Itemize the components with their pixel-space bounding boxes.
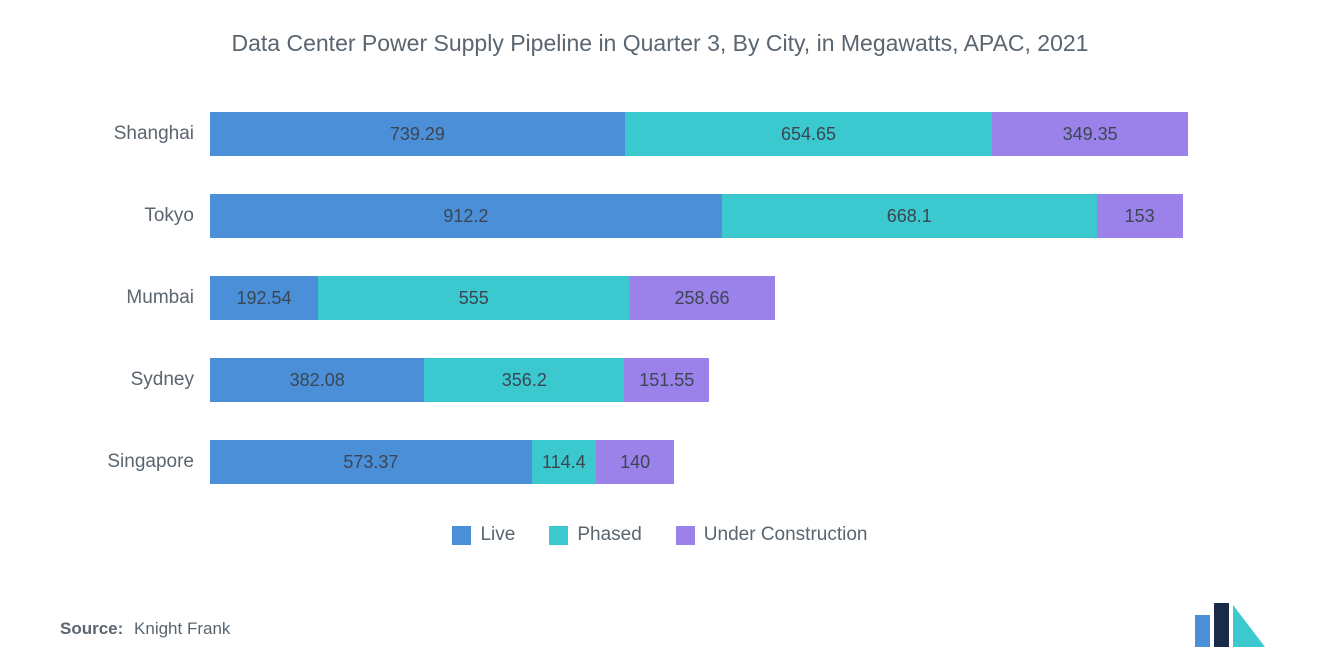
source-value: Knight Frank bbox=[134, 619, 230, 638]
bar-category-label: Tokyo bbox=[100, 205, 210, 227]
legend: Live Phased Under Construction bbox=[60, 524, 1260, 546]
bar-row: Tokyo912.2668.1153 bbox=[100, 194, 1220, 238]
legend-label: Under Construction bbox=[704, 524, 868, 546]
bar-segment-under-construction: 258.66 bbox=[629, 276, 774, 320]
bar-row: Sydney382.08356.2151.55 bbox=[100, 358, 1220, 402]
bar-track: 382.08356.2151.55 bbox=[210, 358, 1220, 402]
bar-row: Mumbai192.54555258.66 bbox=[100, 276, 1220, 320]
legend-label: Live bbox=[480, 524, 515, 546]
bar-segment-under-construction: 153 bbox=[1097, 194, 1183, 238]
legend-swatch bbox=[549, 526, 568, 545]
chart-container: Data Center Power Supply Pipeline in Qua… bbox=[0, 0, 1320, 665]
bar-category-label: Mumbai bbox=[100, 287, 210, 309]
bar-category-label: Singapore bbox=[100, 451, 210, 473]
bar-track: 739.29654.65349.35 bbox=[210, 112, 1220, 156]
legend-swatch bbox=[452, 526, 471, 545]
bar-segment-phased: 654.65 bbox=[625, 112, 992, 156]
bar-segment-live: 573.37 bbox=[210, 440, 532, 484]
bar-segment-live: 739.29 bbox=[210, 112, 625, 156]
bar-segment-live: 192.54 bbox=[210, 276, 318, 320]
bar-category-label: Shanghai bbox=[100, 123, 210, 145]
bar-segment-under-construction: 349.35 bbox=[992, 112, 1188, 156]
legend-item-live: Live bbox=[452, 524, 515, 546]
legend-item-under-construction: Under Construction bbox=[676, 524, 868, 546]
chart-body: Shanghai739.29654.65349.35 Tokyo912.2668.… bbox=[60, 112, 1260, 484]
bar-segment-live: 382.08 bbox=[210, 358, 424, 402]
brand-logo bbox=[1195, 603, 1265, 647]
bar-segment-live: 912.2 bbox=[210, 194, 722, 238]
bar-segment-under-construction: 140 bbox=[596, 440, 675, 484]
bar-segment-phased: 114.4 bbox=[532, 440, 596, 484]
bar-row: Singapore573.37114.4140 bbox=[100, 440, 1220, 484]
chart-title: Data Center Power Supply Pipeline in Qua… bbox=[60, 30, 1260, 57]
legend-item-phased: Phased bbox=[549, 524, 641, 546]
bar-track: 912.2668.1153 bbox=[210, 194, 1220, 238]
bar-segment-phased: 668.1 bbox=[722, 194, 1097, 238]
bar-row: Shanghai739.29654.65349.35 bbox=[100, 112, 1220, 156]
legend-swatch bbox=[676, 526, 695, 545]
bar-segment-phased: 356.2 bbox=[424, 358, 624, 402]
bar-segment-phased: 555 bbox=[318, 276, 629, 320]
legend-label: Phased bbox=[577, 524, 641, 546]
bar-track: 573.37114.4140 bbox=[210, 440, 1220, 484]
bar-track: 192.54555258.66 bbox=[210, 276, 1220, 320]
source-label: Source: bbox=[60, 619, 123, 638]
bar-segment-under-construction: 151.55 bbox=[624, 358, 709, 402]
source-attribution: Source: Knight Frank bbox=[60, 619, 230, 639]
bar-category-label: Sydney bbox=[100, 369, 210, 391]
